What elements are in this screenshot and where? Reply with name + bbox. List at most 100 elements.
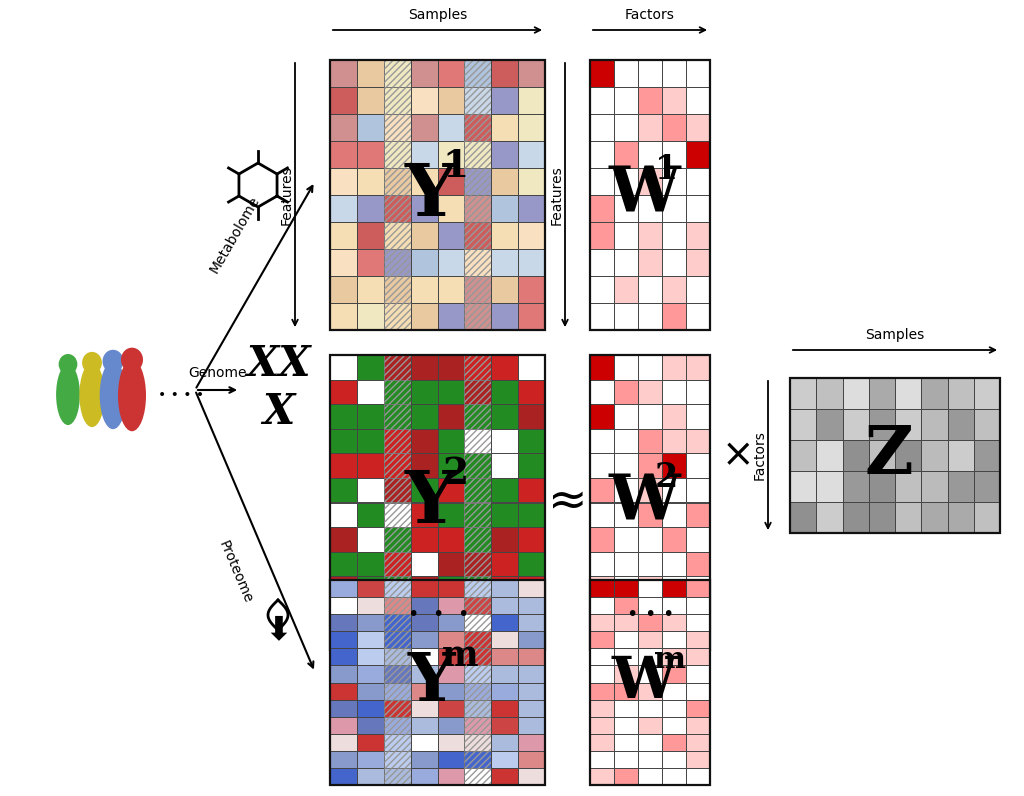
Bar (614, 168, 638, 195)
Bar (843, 471, 868, 502)
Bar (590, 276, 614, 303)
Bar (464, 601, 492, 626)
Text: 1: 1 (442, 148, 469, 185)
Bar (437, 195, 464, 222)
Bar (590, 303, 614, 330)
Bar (384, 355, 411, 380)
Bar (895, 502, 922, 533)
Bar (384, 576, 411, 601)
Bar (614, 60, 638, 87)
Bar (590, 734, 614, 751)
Text: ⬇: ⬇ (264, 614, 292, 646)
Bar (384, 141, 411, 168)
Bar (492, 276, 518, 303)
Bar (492, 404, 518, 429)
Bar (384, 734, 411, 751)
Bar (464, 768, 492, 785)
Bar (816, 471, 843, 502)
Bar (638, 734, 662, 751)
Bar (614, 648, 638, 665)
Bar (492, 716, 518, 734)
Bar (686, 355, 710, 380)
Bar (662, 87, 686, 114)
Bar (492, 502, 518, 527)
Bar (638, 751, 662, 768)
Bar (518, 552, 545, 576)
Bar (614, 615, 638, 631)
Bar (357, 429, 384, 454)
Text: Y: Y (404, 159, 457, 231)
Bar (686, 626, 710, 650)
Bar (357, 502, 384, 527)
Text: Genome: Genome (188, 366, 247, 380)
Bar (330, 648, 357, 665)
Bar (384, 114, 411, 141)
Bar (614, 249, 638, 276)
Bar (437, 626, 464, 650)
Ellipse shape (56, 365, 80, 425)
Bar (411, 716, 437, 734)
Bar (492, 222, 518, 249)
Bar (638, 168, 662, 195)
Text: •: • (407, 606, 418, 625)
Bar (590, 580, 710, 785)
Bar (686, 168, 710, 195)
Bar (437, 682, 464, 700)
Bar (384, 429, 411, 454)
Bar (662, 734, 686, 751)
Bar (411, 249, 437, 276)
Bar (330, 380, 357, 404)
Bar (330, 502, 357, 527)
Bar (662, 626, 686, 650)
Bar (638, 615, 662, 631)
Bar (518, 615, 545, 631)
Bar (590, 716, 614, 734)
Ellipse shape (99, 361, 126, 429)
Bar (638, 601, 662, 626)
Bar (590, 631, 614, 648)
Bar (384, 601, 411, 626)
Bar (614, 527, 638, 552)
Bar (868, 440, 895, 471)
Bar (384, 87, 411, 114)
Bar (384, 429, 411, 454)
Bar (638, 626, 662, 650)
Bar (590, 751, 614, 768)
Bar (330, 478, 357, 502)
Bar (492, 601, 518, 626)
Bar (686, 429, 710, 454)
Bar (686, 141, 710, 168)
Bar (464, 665, 492, 682)
Text: 2: 2 (654, 461, 678, 494)
Text: Z: Z (864, 423, 913, 488)
Bar (437, 527, 464, 552)
Bar (843, 502, 868, 533)
Bar (464, 601, 492, 626)
Ellipse shape (118, 360, 146, 431)
Bar (330, 527, 357, 552)
Bar (357, 222, 384, 249)
Bar (357, 195, 384, 222)
Bar (614, 716, 638, 734)
Bar (384, 355, 411, 380)
Bar (614, 141, 638, 168)
Bar (686, 716, 710, 734)
Bar (411, 601, 437, 626)
Bar (464, 502, 492, 527)
Bar (330, 615, 357, 631)
Bar (464, 597, 492, 615)
Bar (411, 734, 437, 751)
Bar (384, 222, 411, 249)
Bar (384, 114, 411, 141)
Bar (437, 615, 464, 631)
Bar (330, 580, 545, 785)
Bar (686, 682, 710, 700)
Bar (464, 615, 492, 631)
Bar (384, 454, 411, 478)
Bar (437, 700, 464, 716)
Bar (357, 303, 384, 330)
Bar (662, 502, 686, 527)
Bar (614, 700, 638, 716)
Bar (357, 141, 384, 168)
Bar (947, 440, 974, 471)
